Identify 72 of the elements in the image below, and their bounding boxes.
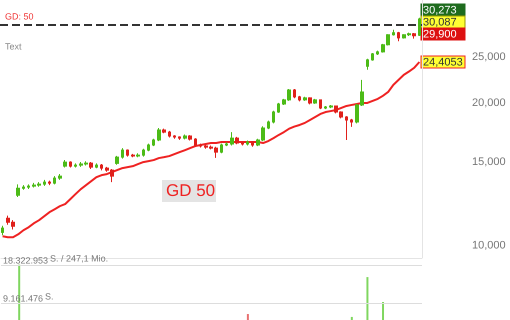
- candlestick: [183, 134, 187, 140]
- candlestick: [152, 138, 155, 147]
- candlestick: [58, 173, 62, 180]
- candlestick: [235, 136, 239, 145]
- candlestick: [147, 143, 150, 152]
- candlestick: [345, 116, 348, 141]
- candlestick: [142, 148, 145, 158]
- y-tick-label: 18.322.953: [3, 255, 48, 266]
- candlestick: [69, 160, 72, 168]
- candlestick: [168, 130, 171, 138]
- candlestick: [220, 143, 223, 154]
- candlestick: [115, 155, 119, 166]
- annotation: GD: 50: [5, 12, 34, 22]
- candlestick: [43, 179, 46, 186]
- candlestick: [392, 29, 395, 36]
- candlestick: [162, 128, 166, 134]
- annotation: S.: [45, 291, 54, 302]
- candlestick: [418, 17, 421, 36]
- candlestick: [350, 118, 353, 128]
- candlestick: [308, 96, 312, 105]
- candlestick: [188, 134, 192, 142]
- candlestick: [324, 105, 327, 110]
- candlestick: [121, 148, 124, 160]
- candlestick: [277, 102, 280, 114]
- candlestick: [157, 127, 161, 142]
- candlestick: [225, 142, 228, 147]
- candlestick: [63, 159, 67, 168]
- candlestick: [397, 31, 400, 42]
- text: 30,087: [423, 16, 457, 28]
- candlestick: [366, 58, 369, 70]
- annotation: Text: [5, 42, 22, 52]
- candlestick: [89, 161, 93, 170]
- candlestick: [298, 95, 301, 102]
- y-tick-label: 10,000: [472, 239, 506, 252]
- candlestick: [22, 184, 25, 190]
- candlestick: [27, 184, 30, 190]
- candlestick: [16, 184, 20, 198]
- y-tick-label: 25,000: [472, 51, 506, 64]
- candlestick: [178, 136, 181, 140]
- candlestick: [100, 164, 103, 171]
- candlestick: [412, 32, 416, 40]
- candlestick: [267, 120, 270, 130]
- candlestick: [131, 153, 135, 158]
- candlestick: [251, 140, 254, 148]
- candlestick: [136, 152, 140, 158]
- candlestick: [371, 52, 374, 62]
- candlestick: [329, 104, 333, 109]
- candlestick: [246, 140, 249, 146]
- candlestick: [303, 96, 307, 102]
- candlestick: [48, 180, 51, 186]
- candlestick: [272, 110, 275, 124]
- candlestick: [126, 148, 129, 158]
- candlestick: [241, 141, 244, 146]
- candlestick: [199, 143, 202, 148]
- candlestick: [53, 176, 56, 185]
- candlestick: [194, 138, 197, 148]
- candlestick: [376, 50, 379, 56]
- candlestick: [313, 98, 317, 104]
- text: 29,900: [423, 28, 457, 40]
- candlestick: [95, 162, 98, 169]
- y-tick-label: 20,000: [472, 96, 506, 109]
- candlestick: [319, 98, 322, 110]
- candlestick: [173, 134, 176, 140]
- text: 30,273: [423, 4, 457, 16]
- candlestick: [293, 88, 296, 99]
- candlestick: [230, 132, 234, 146]
- candlestick: [74, 162, 77, 168]
- candlestick: [1, 225, 4, 236]
- series-label: GD 50: [166, 181, 216, 200]
- y-tick-label: 15,000: [472, 156, 506, 168]
- annotation: S. / 247,1 Mio.: [50, 253, 108, 264]
- text: 24,4053: [423, 56, 463, 68]
